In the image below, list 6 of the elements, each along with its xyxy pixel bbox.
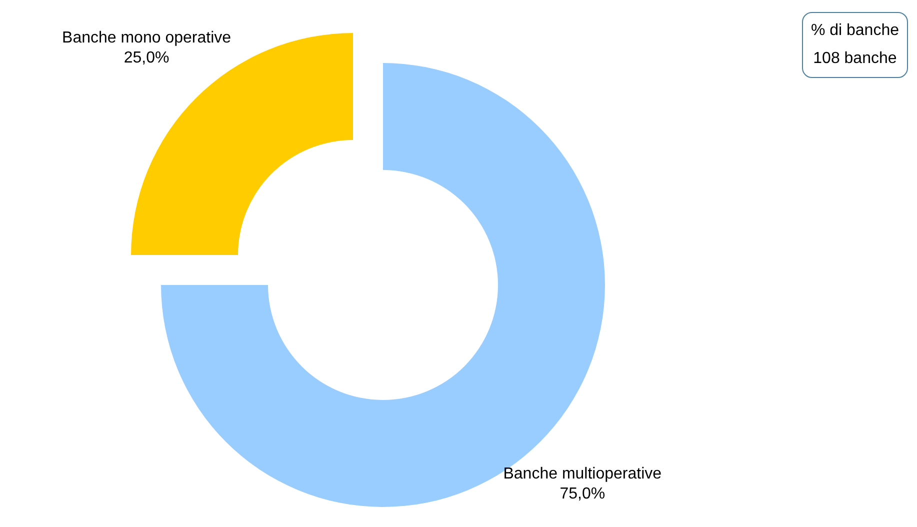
slice-label: Banche mono operative <box>62 30 232 47</box>
text: % di banche <box>810 21 899 41</box>
text: 108 banche <box>812 49 898 69</box>
slice-label: Banche multioperative <box>503 465 662 482</box>
data-label: 25,0% <box>124 50 170 67</box>
data-label: 75,0% <box>560 485 606 502</box>
